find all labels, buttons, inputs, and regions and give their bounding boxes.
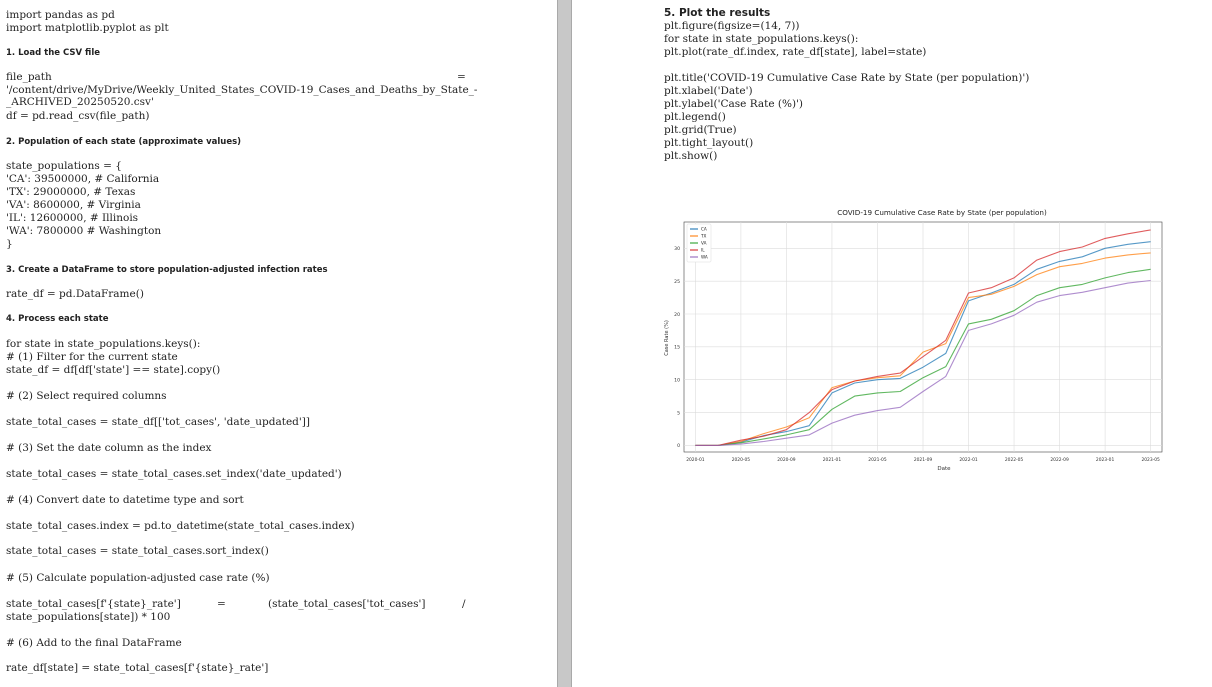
operator-divide: / [462,598,466,610]
x-tick-label: 2020-01 [686,457,705,463]
code-line: plt.ylabel('Case Rate (%)') [664,98,804,110]
code-line: plt.legend() [664,111,726,123]
x-tick-label: 2020-05 [732,457,751,463]
x-tick-label: 2020-09 [777,457,796,463]
code-line: state_total_cases[f'{state}_rate'] [6,598,181,610]
code-line: plt.title('COVID-19 Cumulative Case Rate… [664,72,1030,84]
y-tick-label: 15 [674,345,680,351]
x-tick-label: 2022-05 [1005,457,1024,463]
code-line: state_total_cases.index = pd.to_datetime… [6,520,355,532]
chart-title: COVID-19 Cumulative Case Rate by State (… [837,208,1047,217]
code-line: rate_df[state] = state_total_cases[f'{st… [6,662,269,674]
code-line: 'CA': 39500000, # California [6,173,160,185]
code-line: import matplotlib.pyplot as plt [6,22,169,34]
code-line: for state in state_populations.keys(): [6,338,201,350]
code-line: file_path [6,71,52,83]
code-line: plt.figure(figsize=(14, 7)) [664,20,800,32]
x-tick-label: 2023-05 [1141,457,1160,463]
code-line: state_total_cases = state_total_cases.se… [6,468,342,480]
y-tick-label: 20 [674,312,680,318]
legend-box [686,223,712,263]
series-line-wa [695,279,1151,446]
code-line: state_total_cases = state_total_cases.so… [6,545,269,557]
code-line: plt.tight_layout() [664,137,754,149]
covid-case-rate-chart: COVID-19 Cumulative Case Rate by State (… [664,208,1163,472]
code-line: 'IL': 12600000, # Illinois [6,212,139,224]
code-line: state_total_cases = state_df[['tot_cases… [6,416,310,428]
code-line: plt.plot(rate_df.index, rate_df[state], … [664,46,927,58]
y-tick-label: 30 [674,246,680,252]
code-line: plt.grid(True) [664,124,737,136]
code-line: state_populations[state]) * 100 [6,611,171,623]
code-line: # (2) Select required columns [6,390,167,402]
code-line: plt.show() [664,150,718,162]
code-line: _ARCHIVED_20250520.csv' [6,96,154,108]
code-line: rate_df = pd.DataFrame() [6,288,144,300]
code-line: } [6,238,13,250]
legend-label-tx: TX [700,234,707,239]
code-line: # (1) Filter for the current state [6,351,178,363]
section-heading: 2. Population of each state (approximate… [6,137,242,147]
code-line: # (6) Add to the final DataFrame [6,637,182,649]
y-axis-label: Case Rate (%) [664,320,670,356]
page-gutter [557,0,572,687]
x-tick-label: 2021-05 [868,457,887,463]
y-tick-label: 5 [677,410,680,416]
x-tick-label: 2022-09 [1050,457,1069,463]
y-tick-label: 0 [677,443,680,449]
section-heading: 3. Create a DataFrame to store populatio… [6,265,328,275]
series-line-il [695,229,1151,446]
document-page-right: 5. Plot the results plt.figure(figsize=(… [572,0,1212,687]
y-tick-label: 10 [674,378,680,384]
code-line: df = pd.read_csv(file_path) [6,110,150,122]
y-tick-label: 25 [674,279,680,285]
code-line: 'VA': 8600000, # Virginia [6,199,141,211]
section-heading-plot: 5. Plot the results [664,7,771,19]
section-heading: 1. Load the CSV file [6,48,101,58]
series-line-va [695,268,1151,446]
code-line: state_df = df[df['state'] == state].copy… [6,364,221,376]
code-line: # (4) Convert date to datetime type and … [6,494,244,506]
assignment-operator: = [457,71,466,83]
code-line: # (5) Calculate population-adjusted case… [6,572,270,584]
code-line: 'WA': 7800000 # Washington [6,225,162,237]
legend-label-ca: CA [701,227,707,232]
assignment-operator: = [217,598,226,610]
x-tick-label: 2022-01 [959,457,978,463]
code-line: 'TX': 29000000, # Texas [6,186,136,198]
code-line: (state_total_cases['tot_cases'] [268,598,426,610]
legend-label-va: VA [701,241,707,246]
code-line: state_populations = { [6,160,122,172]
code-line: plt.xlabel('Date') [664,85,753,97]
series-line-tx [695,252,1151,446]
document-page-left: import pandas as pd import matplotlib.pyp… [0,0,557,687]
x-axis-label: Date [937,466,951,472]
x-tick-label: 2021-01 [823,457,842,463]
code-line: '/content/drive/MyDrive/Weekly_United_St… [6,84,478,96]
legend-label-wa: WA [701,255,708,260]
section-heading: 4. Process each state [6,314,109,324]
x-tick-label: 2021-09 [914,457,933,463]
code-line: # (3) Set the date column as the index [6,442,212,454]
legend-label-il: IL [701,248,705,253]
code-line: import pandas as pd [6,9,115,21]
code-line: for state in state_populations.keys(): [664,33,859,45]
x-tick-label: 2023-01 [1096,457,1115,463]
